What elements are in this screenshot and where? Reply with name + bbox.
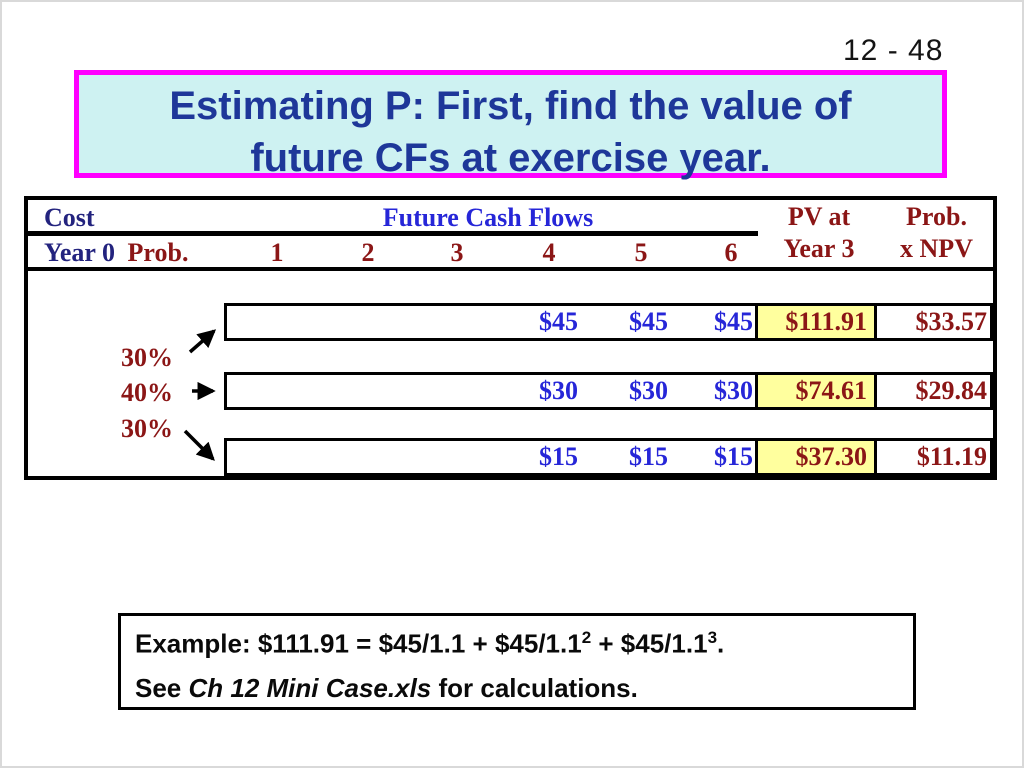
cf-year4: $30 xyxy=(539,376,578,405)
header-year-col-5: 5 xyxy=(634,238,648,267)
note-text: See xyxy=(135,673,189,703)
branch-arrow-up-icon xyxy=(188,329,217,354)
cf-year6: $45 xyxy=(714,307,753,336)
branch-row-3: $15 $15 $15 $37.30 $11.19 xyxy=(224,438,993,476)
cf-year5: $45 xyxy=(629,307,668,336)
branch-probability-3: 30% xyxy=(121,414,173,443)
future-cash-flows-underline xyxy=(28,231,758,236)
branch-arrows xyxy=(183,329,217,461)
pv-at-year3-cell: $74.61 xyxy=(755,375,877,407)
branch-arrow-down-icon xyxy=(183,429,215,461)
formula-exponent-3: 3 xyxy=(707,628,718,647)
header-prob: Prob. xyxy=(127,238,189,267)
header-year-col-4: 4 xyxy=(542,238,556,267)
title-box: Estimating P: First, find the value of f… xyxy=(74,70,947,180)
example-box: Example: $111.91 = $45/1.1 + $45/1.12 + … xyxy=(118,613,916,710)
prob-x-npv-cell: $11.19 xyxy=(916,442,987,471)
note-filename: Ch 12 Mini Case.xls xyxy=(188,673,432,703)
formula-text: Example: $111.91 = $45/1.1 + $45/1.1 xyxy=(135,628,582,659)
header-prob-npv-line1: Prob. xyxy=(906,202,967,231)
branch-probability-2: 40% xyxy=(121,378,173,407)
branch-row-2: $30 $30 $30 $74.61 $29.84 xyxy=(224,372,993,410)
header-cost: Cost xyxy=(44,203,95,232)
branch-probability-1: 30% xyxy=(121,343,173,372)
header-year-col-1: 1 xyxy=(270,238,284,267)
formula-exponent-2: 2 xyxy=(581,628,592,647)
header-prob-x-npv: Prob. x NPV xyxy=(880,201,993,265)
header-year-col-2: 2 xyxy=(361,238,375,267)
prob-x-npv-cell: $33.57 xyxy=(915,307,988,336)
pv-at-year3-cell: $37.30 xyxy=(755,441,877,473)
cf-year5: $15 xyxy=(629,442,668,471)
branch-row-1: $45 $45 $45 $111.91 $33.57 xyxy=(224,303,993,341)
cf-year4: $45 xyxy=(539,307,578,336)
cf-year6: $15 xyxy=(714,442,753,471)
header-year-col-3: 3 xyxy=(450,238,464,267)
header-pv-at-line1: PV at xyxy=(787,202,851,231)
header-future-cash-flows: Future Cash Flows xyxy=(382,203,594,232)
header-prob-npv-line2: x NPV xyxy=(900,234,973,263)
title-line-2: future CFs at exercise year. xyxy=(250,136,771,180)
cash-flow-table: Cost Future Cash Flows PV at Year 3 Prob… xyxy=(24,196,997,480)
header-pv-at-line2: Year 3 xyxy=(783,234,855,263)
cf-year6: $30 xyxy=(714,376,753,405)
cf-year5: $30 xyxy=(629,376,668,405)
header-pv-at-year3: PV at Year 3 xyxy=(756,201,882,265)
header-separator-line xyxy=(28,267,993,271)
note-text: for calculations. xyxy=(431,673,638,703)
header-year-col-6: 6 xyxy=(724,238,738,267)
example-formula: Example: $111.91 = $45/1.1 + $45/1.12 + … xyxy=(135,628,724,660)
cf-year4: $15 xyxy=(539,442,578,471)
title-line-1: Estimating P: First, find the value of xyxy=(169,84,852,128)
formula-text: . xyxy=(717,628,725,659)
prob-x-npv-cell: $29.84 xyxy=(915,376,988,405)
pv-at-year3-cell: $111.91 xyxy=(755,306,877,338)
slide-number: 12 - 48 xyxy=(843,34,944,67)
header-year0: Year 0 xyxy=(44,238,116,267)
formula-text: + $45/1.1 xyxy=(591,628,708,659)
example-note: See Ch 12 Mini Case.xls for calculations… xyxy=(135,673,638,704)
